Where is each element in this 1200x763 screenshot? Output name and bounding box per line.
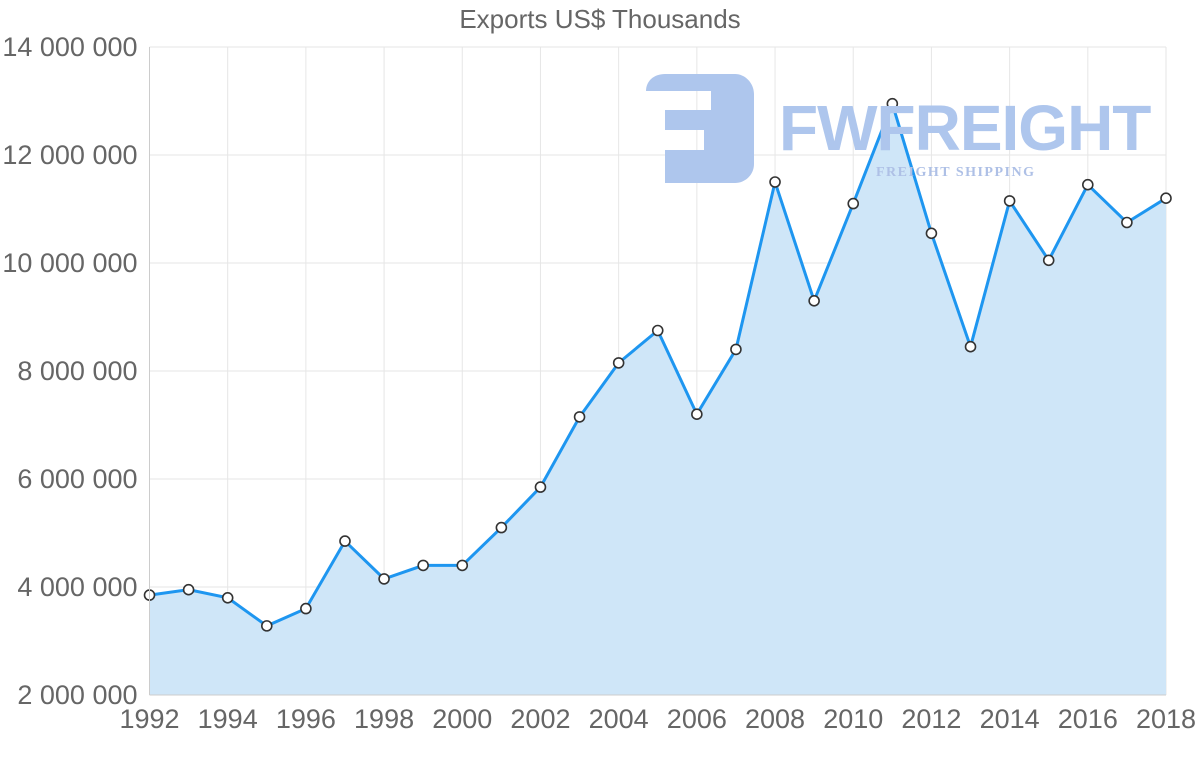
svg-text:2010: 2010: [823, 704, 883, 734]
svg-text:2012: 2012: [901, 704, 961, 734]
svg-text:2004: 2004: [589, 704, 649, 734]
svg-text:2002: 2002: [510, 704, 570, 734]
svg-text:10 000 000: 10 000 000: [2, 248, 137, 278]
svg-text:1998: 1998: [354, 704, 414, 734]
svg-text:1996: 1996: [276, 704, 336, 734]
svg-text:2006: 2006: [667, 704, 727, 734]
svg-text:1994: 1994: [198, 704, 258, 734]
svg-text:8 000 000: 8 000 000: [17, 356, 137, 386]
svg-text:2016: 2016: [1058, 704, 1118, 734]
svg-text:6 000 000: 6 000 000: [17, 464, 137, 494]
svg-text:2000: 2000: [432, 704, 492, 734]
svg-text:2014: 2014: [980, 704, 1040, 734]
svg-text:2018: 2018: [1136, 704, 1196, 734]
svg-text:4 000 000: 4 000 000: [17, 572, 137, 602]
svg-text:14 000 000: 14 000 000: [2, 32, 137, 62]
svg-text:12 000 000: 12 000 000: [2, 140, 137, 170]
svg-text:1992: 1992: [119, 704, 179, 734]
svg-text:2008: 2008: [745, 704, 805, 734]
